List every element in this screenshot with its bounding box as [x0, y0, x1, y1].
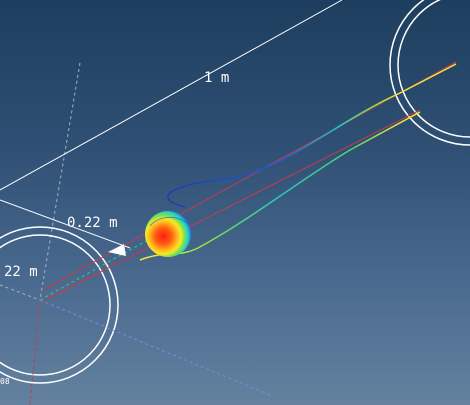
dimension-label-length: 1 m: [204, 70, 229, 86]
ring-right[interactable]: [389, 0, 470, 146]
pressure-sphere[interactable]: [145, 211, 191, 257]
corner-label: 08: [0, 377, 10, 386]
axis-red-guide-lower: [44, 109, 421, 301]
streamline-upper: [167, 63, 457, 208]
guide-lower-diagonal: [0, 199, 131, 249]
axis-gray-dashed: [0, 284, 41, 301]
axis-red-dashed: [29, 299, 41, 405]
dimension-label-radius-left: 22 m: [4, 264, 38, 280]
direction-arrow[interactable]: [108, 244, 126, 256]
guide-top-diagonal: [0, 0, 343, 191]
dimension-label-radius-top: 0.22 m: [67, 215, 118, 231]
ring-left[interactable]: [0, 226, 119, 384]
guide-vertical-dashed: [39, 62, 81, 301]
axis-green-dashed: [39, 239, 149, 301]
axis-blue-dashed: [39, 299, 271, 396]
